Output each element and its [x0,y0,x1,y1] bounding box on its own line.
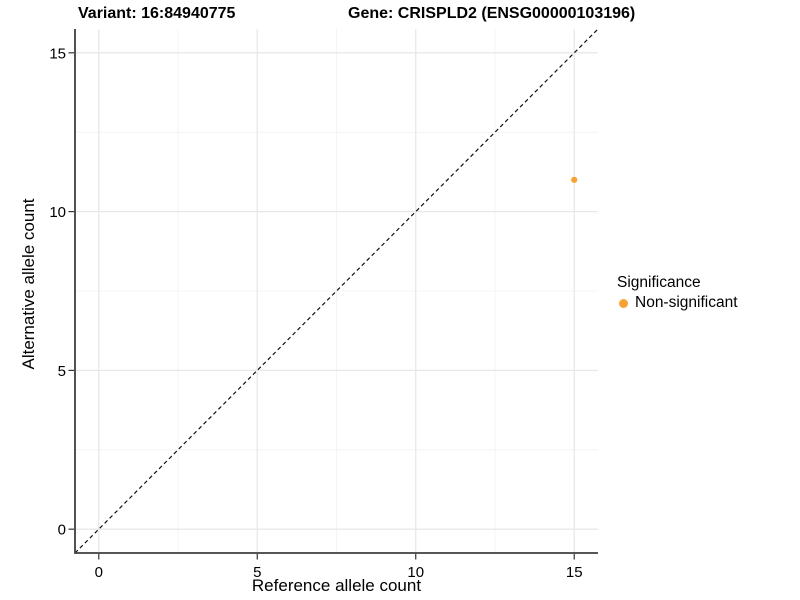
x-tick-label: 0 [95,564,103,581]
x-axis-title: Reference allele count [251,576,422,595]
axis-lines [74,29,598,554]
x-tick-label: 10 [407,564,424,581]
legend-title: Significance [617,274,701,291]
identity-dashed-line [74,28,599,554]
legend-point-icon [619,298,628,308]
gene-title: Gene: CRISPLD2 (ENSG00000103196) [348,5,636,22]
legend-item-non-significant: Non-significant [617,294,738,312]
y-tick-label: 5 [58,363,66,380]
legend: Significance Non-significant [617,273,738,312]
y-tick-label: 0 [58,522,66,539]
x-tick-label: 5 [253,564,261,581]
y-tick-label: 10 [49,204,66,221]
legend-item-label: Non-significant [635,294,738,311]
variant-title: Variant: 16:84940775 [78,5,236,22]
y-tick-label: 15 [49,45,66,62]
data-point [571,176,578,183]
y-axis-title: Alternative allele count [19,198,38,370]
x-tick-label: 15 [566,564,583,581]
